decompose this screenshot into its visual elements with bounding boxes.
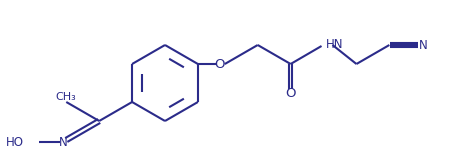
Text: HN: HN [326,38,343,51]
Text: N: N [418,38,427,51]
Text: CH₃: CH₃ [55,92,76,102]
Text: O: O [286,87,296,100]
Text: O: O [214,58,225,71]
Text: HO: HO [6,135,24,148]
Text: N: N [59,137,67,150]
